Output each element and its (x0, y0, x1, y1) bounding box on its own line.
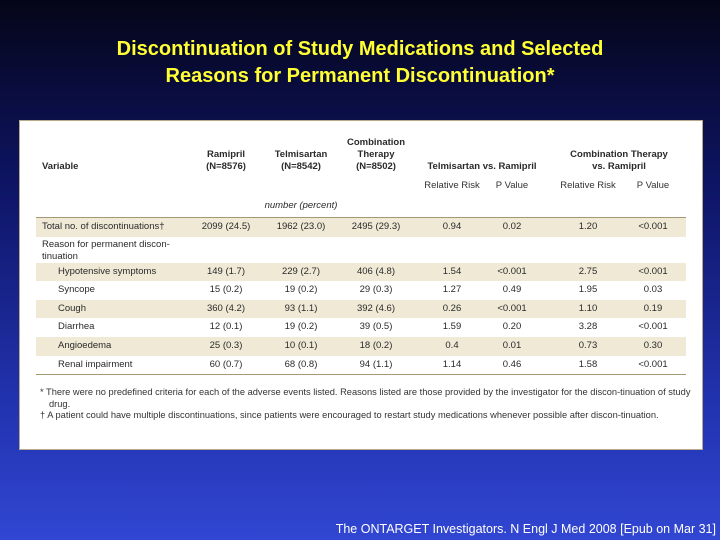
cell-telmisartan: 19 (0.2) (284, 321, 318, 333)
cell-p1: 0.01 (502, 339, 522, 351)
reason-rows: Hypotensive symptoms 149 (1.7) 229 (2.7) 40… (36, 262, 686, 376)
cell-telmisartan: 19 (0.2) (284, 284, 318, 296)
cell-rr1: 1.27 (442, 284, 462, 296)
header-combination: Combination Therapy (N=8502) (346, 137, 406, 172)
cell-rr2: 2.75 (578, 265, 598, 277)
cell-combination: 392 (4.6) (356, 302, 396, 314)
row-label: Total no. of discontinuations† (42, 221, 165, 232)
cell-ramipril: 60 (0.7) (209, 358, 243, 370)
cell-rr2: 1.10 (578, 302, 598, 314)
header-telmisartan: Telmisartan (N=8542) (274, 149, 328, 172)
cell-combination: 29 (0.3) (359, 284, 393, 296)
table-row: Cough 360 (4.2) 93 (1.1) 392 (4.6) 0.26 <0.00… (36, 299, 686, 319)
cell-ramipril: 360 (4.2) (206, 302, 246, 314)
cell-ramipril: 149 (1.7) (206, 265, 246, 277)
cell-telmisartan: 10 (0.1) (284, 339, 318, 351)
header-row: Variable Ramipril (N=8576) Telmisartan (N=… (36, 133, 686, 177)
cell-rr1: 0.26 (442, 302, 462, 314)
cell-telmisartan: 229 (2.7) (281, 265, 321, 277)
row-label: Angioedema (58, 339, 112, 351)
subheader-rr2: Relative Risk (560, 180, 616, 191)
cell-rr2: 1.95 (578, 284, 598, 296)
cell-ramipril: 12 (0.1) (209, 321, 243, 333)
cell-p1: 0.02 (502, 221, 522, 232)
cell-p2: 0.03 (643, 284, 663, 296)
table-row-total: Total no. of discontinuations† 2099 (24.… (36, 218, 686, 237)
cell-p2: <0.001 (638, 321, 668, 333)
cell-ramipril: 2099 (24.5) (201, 221, 251, 232)
cell-telmisartan: 93 (1.1) (284, 302, 318, 314)
cell-rr2: 1.20 (578, 221, 598, 232)
cell-p2: <0.001 (638, 358, 668, 370)
header-variable: Variable (42, 161, 79, 172)
cell-p1: 0.20 (502, 321, 522, 333)
table-row: Angioedema 25 (0.3) 10 (0.1) 18 (0.2) 0.4 0.0… (36, 336, 686, 356)
table-row: Renal impairment 60 (0.7) 68 (0.8) 94 (1.1)… (36, 356, 686, 376)
cell-telmisartan: 1962 (23.0) (276, 221, 326, 232)
cell-telmisartan: 68 (0.8) (284, 358, 318, 370)
table-row: Hypotensive symptoms 149 (1.7) 229 (2.7) 40… (36, 262, 686, 282)
cell-combination: 406 (4.8) (356, 265, 396, 277)
subheader-rr1: Relative Risk (424, 180, 480, 191)
cell-p2: 0.30 (643, 339, 663, 351)
header-telmi-vs-rami: Telmisartan vs. Ramipril (427, 161, 537, 172)
cell-rr1: 1.59 (442, 321, 462, 333)
cell-combination: 94 (1.1) (359, 358, 393, 370)
subheader-p1: P Value (495, 180, 529, 191)
subheader-p2: P Value (636, 180, 670, 191)
cell-p2: <0.001 (638, 221, 668, 232)
reason-row: Reason for permanent discon-tinuation (36, 237, 686, 263)
cell-p1: 0.49 (502, 284, 522, 296)
cell-combination: 18 (0.2) (359, 339, 393, 351)
cell-rr1: 1.14 (442, 358, 462, 370)
row-label: Cough (58, 302, 86, 314)
header-combo-vs-rami: Combination Therapy vs. Ramipril (570, 149, 668, 172)
table-row: Diarrhea 12 (0.1) 19 (0.2) 39 (0.5) 1.59 0.20… (36, 318, 686, 337)
reason-label: Reason for permanent discon-tinuation (42, 238, 170, 262)
cell-rr2: 0.73 (578, 339, 598, 351)
row-label: Renal impairment (58, 358, 133, 370)
slide-title: Discontinuation of Study Medications and… (0, 36, 720, 90)
table-panel: Variable Ramipril (N=8576) Telmisartan (N=… (19, 120, 703, 450)
subheader-row: Relative Risk P Value Relative Risk P Va… (36, 177, 686, 195)
units-row: number (percent) (36, 195, 686, 218)
cell-p1: <0.001 (497, 302, 527, 314)
cell-ramipril: 15 (0.2) (209, 284, 243, 296)
row-label: Syncope (58, 284, 95, 296)
cell-rr1: 1.54 (442, 265, 462, 277)
cell-p1: <0.001 (497, 265, 527, 277)
slide-title-line1: Discontinuation of Study Medications and… (116, 38, 604, 60)
cell-ramipril: 25 (0.3) (209, 339, 243, 351)
cell-combination: 2495 (29.3) (351, 221, 401, 232)
cell-rr2: 3.28 (578, 321, 598, 333)
header-ramipril: Ramipril (N=8576) (206, 149, 246, 172)
footnote-dagger: † A patient could have multiple disconti… (40, 410, 659, 420)
cell-rr1: 0.4 (445, 339, 459, 351)
cell-rr2: 1.58 (578, 358, 598, 370)
slide-title-line2: Reasons for Permanent Discontinuation* (165, 65, 555, 87)
cell-p2: 0.19 (643, 302, 663, 314)
cell-p2: <0.001 (638, 265, 668, 277)
citation: The ONTARGET Investigators. N Engl J Med… (335, 522, 716, 536)
row-label: Diarrhea (58, 321, 95, 333)
units-label: number (percent) (264, 200, 338, 211)
cell-p1: 0.46 (502, 358, 522, 370)
cell-rr1: 0.94 (442, 221, 462, 232)
footnote-star: * There were no predefined criteria for … (40, 387, 691, 409)
discontinuation-table: Variable Ramipril (N=8576) Telmisartan (N=… (36, 133, 686, 376)
footnotes: * There were no predefined criteria for … (40, 387, 696, 422)
cell-combination: 39 (0.5) (359, 321, 393, 333)
table-row: Syncope 15 (0.2) 19 (0.2) 29 (0.3) 1.27 0.49 1… (36, 281, 686, 300)
row-label: Hypotensive symptoms (58, 265, 157, 277)
